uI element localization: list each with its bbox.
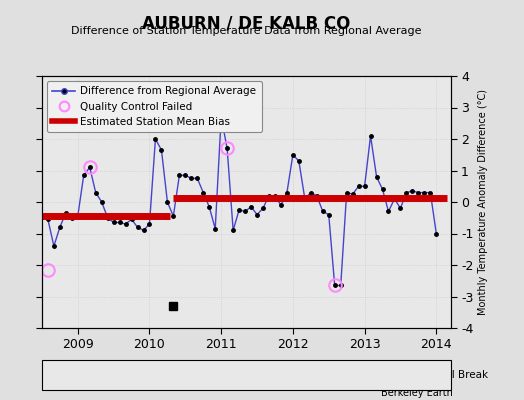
Text: Station Move: Station Move — [66, 370, 134, 380]
Text: Time of Obs. Change: Time of Obs. Change — [280, 370, 389, 380]
Text: AUBURN / DE KALB CO: AUBURN / DE KALB CO — [142, 14, 351, 32]
Text: Record Gap: Record Gap — [170, 370, 231, 380]
Text: Berkeley Earth: Berkeley Earth — [381, 388, 453, 398]
Text: ■: ■ — [387, 368, 399, 382]
Text: Empirical Break: Empirical Break — [406, 370, 488, 380]
Text: Difference of Station Temperature Data from Regional Average: Difference of Station Temperature Data f… — [71, 26, 421, 36]
Text: ▲: ▲ — [152, 368, 162, 382]
Text: ▼: ▼ — [263, 368, 272, 382]
Legend: Difference from Regional Average, Quality Control Failed, Estimated Station Mean: Difference from Regional Average, Qualit… — [47, 81, 261, 132]
Text: ◆: ◆ — [48, 368, 57, 382]
Y-axis label: Monthly Temperature Anomaly Difference (°C): Monthly Temperature Anomaly Difference (… — [477, 89, 488, 315]
